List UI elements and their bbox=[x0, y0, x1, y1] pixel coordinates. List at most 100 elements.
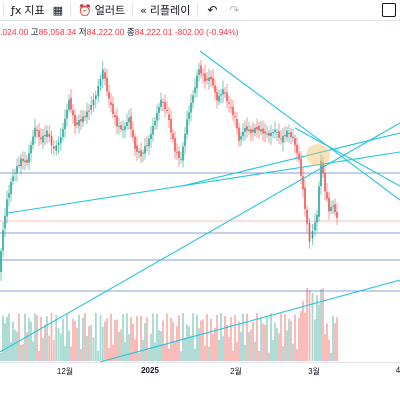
candle-body bbox=[176, 151, 178, 153]
candle-body bbox=[108, 92, 110, 99]
redo-button[interactable]: ↷ bbox=[223, 0, 245, 20]
volume-bar bbox=[32, 341, 34, 361]
candle-body bbox=[306, 209, 308, 224]
candle-body bbox=[4, 215, 6, 229]
volume-bar bbox=[64, 346, 66, 361]
volume-bar bbox=[288, 319, 290, 361]
candle-body bbox=[204, 73, 206, 82]
volume-bar bbox=[112, 344, 114, 361]
candle-body bbox=[64, 118, 66, 130]
volume-bar bbox=[311, 293, 314, 361]
candle-body bbox=[8, 193, 10, 198]
candle-body bbox=[97, 85, 99, 97]
candle-body bbox=[32, 136, 34, 145]
time-axis[interactable]: 12월 2025 2월 3월 4 bbox=[0, 362, 400, 401]
candle-body bbox=[280, 138, 282, 140]
candle-body bbox=[238, 127, 240, 141]
volume-bar bbox=[282, 346, 284, 361]
candle-body bbox=[68, 99, 70, 110]
undo-icon: ↶ bbox=[207, 3, 218, 17]
candle-body bbox=[322, 162, 324, 174]
volume-bar bbox=[306, 288, 308, 361]
candle-body bbox=[264, 131, 266, 134]
candle-body bbox=[80, 119, 82, 122]
volume-bar bbox=[208, 346, 210, 361]
candle-body bbox=[53, 146, 55, 149]
volume-bar bbox=[334, 323, 336, 361]
volume-bar bbox=[314, 319, 316, 361]
indicators-button[interactable]: ƒx 지표 bbox=[7, 0, 49, 20]
volume-bar bbox=[122, 314, 124, 361]
candle-body bbox=[48, 134, 50, 137]
volume-bar bbox=[57, 328, 60, 361]
volume-bar bbox=[90, 324, 93, 361]
price-chart[interactable] bbox=[0, 20, 400, 362]
volume-bar bbox=[66, 313, 68, 361]
candle-body bbox=[242, 131, 244, 137]
replay-button[interactable]: « 리플레이 bbox=[136, 0, 194, 20]
close-value: 84,222.01 bbox=[134, 27, 173, 37]
fullscreen-icon[interactable] bbox=[382, 3, 396, 17]
volume-bar bbox=[178, 315, 180, 361]
volume-bar bbox=[242, 313, 244, 361]
volume-bar bbox=[298, 317, 300, 361]
candle-body bbox=[214, 85, 216, 93]
high-label: 고 bbox=[30, 27, 39, 37]
candle-body bbox=[86, 111, 88, 118]
volume-bar bbox=[250, 329, 252, 361]
x-tick-label: 12월 bbox=[56, 367, 74, 376]
candle-body bbox=[218, 95, 220, 102]
volume-bar bbox=[104, 321, 106, 361]
alert-button[interactable]: ⏰ 얼러트 bbox=[74, 0, 129, 20]
candle-body bbox=[76, 122, 78, 125]
candle-body bbox=[200, 65, 202, 74]
layout-button[interactable]: ▦ bbox=[49, 0, 67, 20]
volume-bar bbox=[146, 317, 148, 361]
indicators-label: 지표 bbox=[24, 5, 45, 17]
volume-bar bbox=[74, 320, 76, 361]
trend-line[interactable] bbox=[294, 127, 400, 187]
candle-body bbox=[152, 125, 154, 135]
candle-body bbox=[55, 145, 57, 151]
volume-bar bbox=[88, 326, 90, 361]
highlight-marker[interactable] bbox=[306, 144, 330, 166]
volume-bar bbox=[14, 329, 16, 361]
volume-bar bbox=[46, 316, 48, 361]
volume-bar bbox=[270, 313, 272, 361]
candle-body bbox=[22, 158, 24, 162]
trend-line[interactable] bbox=[0, 122, 400, 353]
volume-bar bbox=[302, 301, 304, 361]
volume-bar bbox=[136, 316, 138, 361]
x-tick-label: 2월 bbox=[230, 367, 242, 376]
volume-bar bbox=[4, 323, 6, 361]
undo-button[interactable]: ↶ bbox=[201, 0, 223, 20]
volume-bar bbox=[68, 330, 70, 361]
trend-line[interactable] bbox=[199, 50, 400, 201]
candle-body bbox=[24, 160, 26, 163]
volume-bar bbox=[10, 342, 12, 361]
volume-bar bbox=[234, 315, 236, 361]
volume-bars bbox=[0, 288, 338, 361]
candle-body bbox=[88, 110, 90, 112]
volume-bar bbox=[44, 324, 46, 361]
candle-body bbox=[240, 136, 242, 140]
trend-line[interactable] bbox=[99, 279, 400, 362]
candle-body bbox=[236, 119, 238, 129]
volume-bar bbox=[280, 313, 282, 361]
candle-body bbox=[262, 128, 264, 134]
x-tick-label: 4 bbox=[395, 366, 400, 375]
volume-bar bbox=[94, 313, 97, 361]
candle-body bbox=[258, 125, 260, 131]
candle-body bbox=[308, 222, 311, 242]
volume-bar bbox=[62, 319, 64, 361]
toolbar-separator bbox=[70, 3, 72, 17]
trend-line[interactable] bbox=[7, 151, 400, 214]
volume-bar bbox=[138, 352, 140, 361]
volume-bar bbox=[132, 323, 134, 361]
candle-body bbox=[172, 133, 174, 140]
volume-bar bbox=[22, 344, 24, 361]
candle-body bbox=[34, 127, 36, 137]
trend-line[interactable] bbox=[181, 132, 400, 187]
volume-bar bbox=[42, 337, 44, 361]
candle-body bbox=[328, 197, 330, 212]
